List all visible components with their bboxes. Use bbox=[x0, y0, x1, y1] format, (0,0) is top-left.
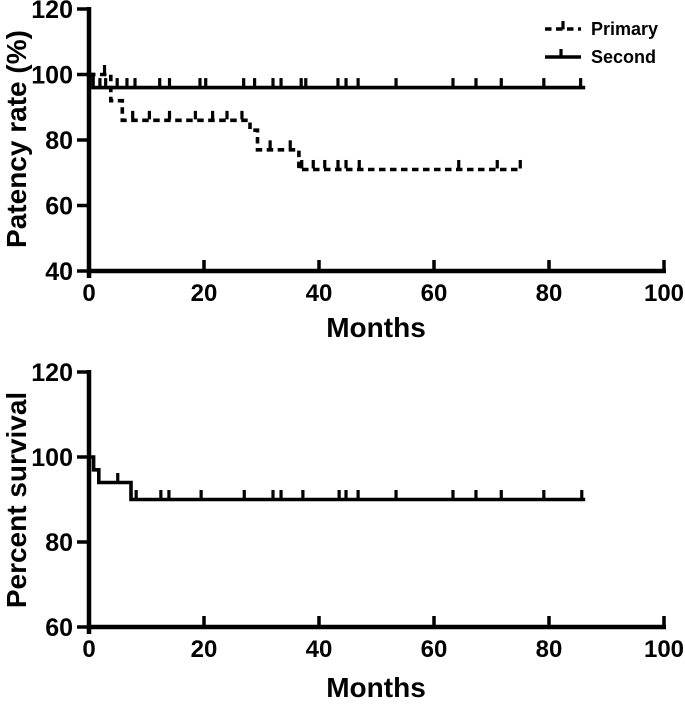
y-tick-label: 60 bbox=[45, 193, 73, 221]
x-tick-label: 80 bbox=[536, 636, 563, 663]
y-tick-label: 100 bbox=[31, 444, 73, 472]
y-tick-label: 120 bbox=[31, 0, 73, 24]
patency-plot-area: 0 20 40 60 80 100 40 60 80 100 120 bbox=[31, 0, 684, 307]
legend: Primary Second bbox=[545, 19, 658, 67]
primary-curve bbox=[89, 72, 522, 172]
survival-chart-panel: 0 20 40 60 80 100 60 80 100 120 Percent survival … bbox=[0, 355, 685, 705]
legend-item-primary: Primary bbox=[545, 19, 658, 39]
x-tick-label: 100 bbox=[644, 636, 684, 663]
legend-label-second: Second bbox=[591, 47, 656, 67]
x-tick-label: 60 bbox=[421, 280, 448, 307]
patency-x-axis-label: Months bbox=[326, 312, 426, 343]
survival-x-axis-label: Months bbox=[326, 672, 426, 703]
y-tick-label: 40 bbox=[45, 258, 73, 286]
survival-curve bbox=[89, 455, 586, 502]
x-tick-label: 0 bbox=[82, 280, 95, 307]
x-tick-label: 100 bbox=[644, 280, 684, 307]
y-tick-label: 120 bbox=[31, 359, 73, 387]
x-tick-label: 40 bbox=[306, 636, 333, 663]
second-curve bbox=[89, 72, 586, 90]
x-tick-label: 20 bbox=[191, 636, 218, 663]
y-tick-label: 80 bbox=[45, 529, 73, 557]
survival-y-axis-label: Percent survival bbox=[1, 392, 32, 608]
survival-plot-area: 0 20 40 60 80 100 60 80 100 120 bbox=[31, 359, 684, 663]
y-tick-label: 100 bbox=[31, 62, 73, 90]
legend-label-primary: Primary bbox=[591, 19, 658, 39]
patency-y-axis-label: Patency rate (%) bbox=[1, 30, 32, 248]
x-tick-label: 40 bbox=[306, 280, 333, 307]
x-tick-label: 80 bbox=[536, 280, 563, 307]
x-tick-label: 20 bbox=[191, 280, 218, 307]
x-tick-label: 60 bbox=[421, 636, 448, 663]
y-tick-label: 60 bbox=[45, 614, 73, 642]
patency-chart: 0 20 40 60 80 100 40 60 80 100 120 Patency rate (%… bbox=[1, 0, 684, 343]
legend-item-second: Second bbox=[545, 47, 656, 67]
y-tick-label: 80 bbox=[45, 127, 73, 155]
x-tick-label: 0 bbox=[82, 636, 95, 663]
patency-chart-panel: 0 20 40 60 80 100 40 60 80 100 120 Patency rate (%… bbox=[0, 0, 685, 345]
